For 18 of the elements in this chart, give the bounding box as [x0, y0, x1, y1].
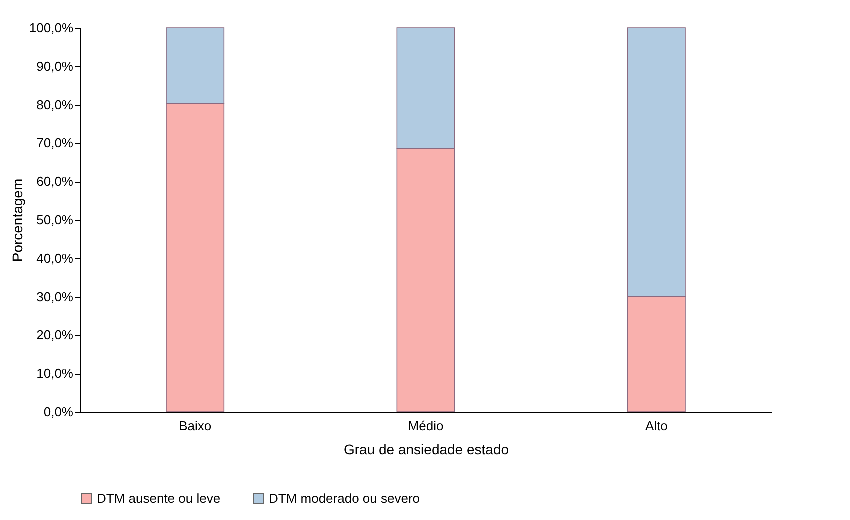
- y-tick-label: 70,0%: [36, 136, 74, 151]
- y-tick-label: 30,0%: [36, 289, 74, 304]
- y-axis-title: Porcentagem: [9, 178, 26, 262]
- y-tick-label: 40,0%: [36, 250, 74, 266]
- legend-label: DTM ausente ou leve: [97, 490, 221, 506]
- legend-label: DTM moderado ou severo: [269, 490, 420, 506]
- y-tick-label: 50,0%: [36, 212, 74, 228]
- y-tick-label: 0,0%: [44, 404, 74, 420]
- x-tick-label: Alto: [645, 418, 668, 434]
- x-tick-label: Baixo: [179, 418, 212, 434]
- y-tick-label: 80,0%: [36, 97, 74, 112]
- y-tick-label: 20,0%: [36, 328, 74, 343]
- y-tick-label: 10,0%: [36, 366, 74, 382]
- y-tick-label: 100,0%: [29, 20, 74, 36]
- x-axis-title: Grau de ansiedade estado: [344, 442, 510, 458]
- y-tick-label: 60,0%: [36, 174, 74, 190]
- x-tick-label: Médio: [408, 418, 444, 434]
- y-tick-label: 90,0%: [36, 58, 74, 74]
